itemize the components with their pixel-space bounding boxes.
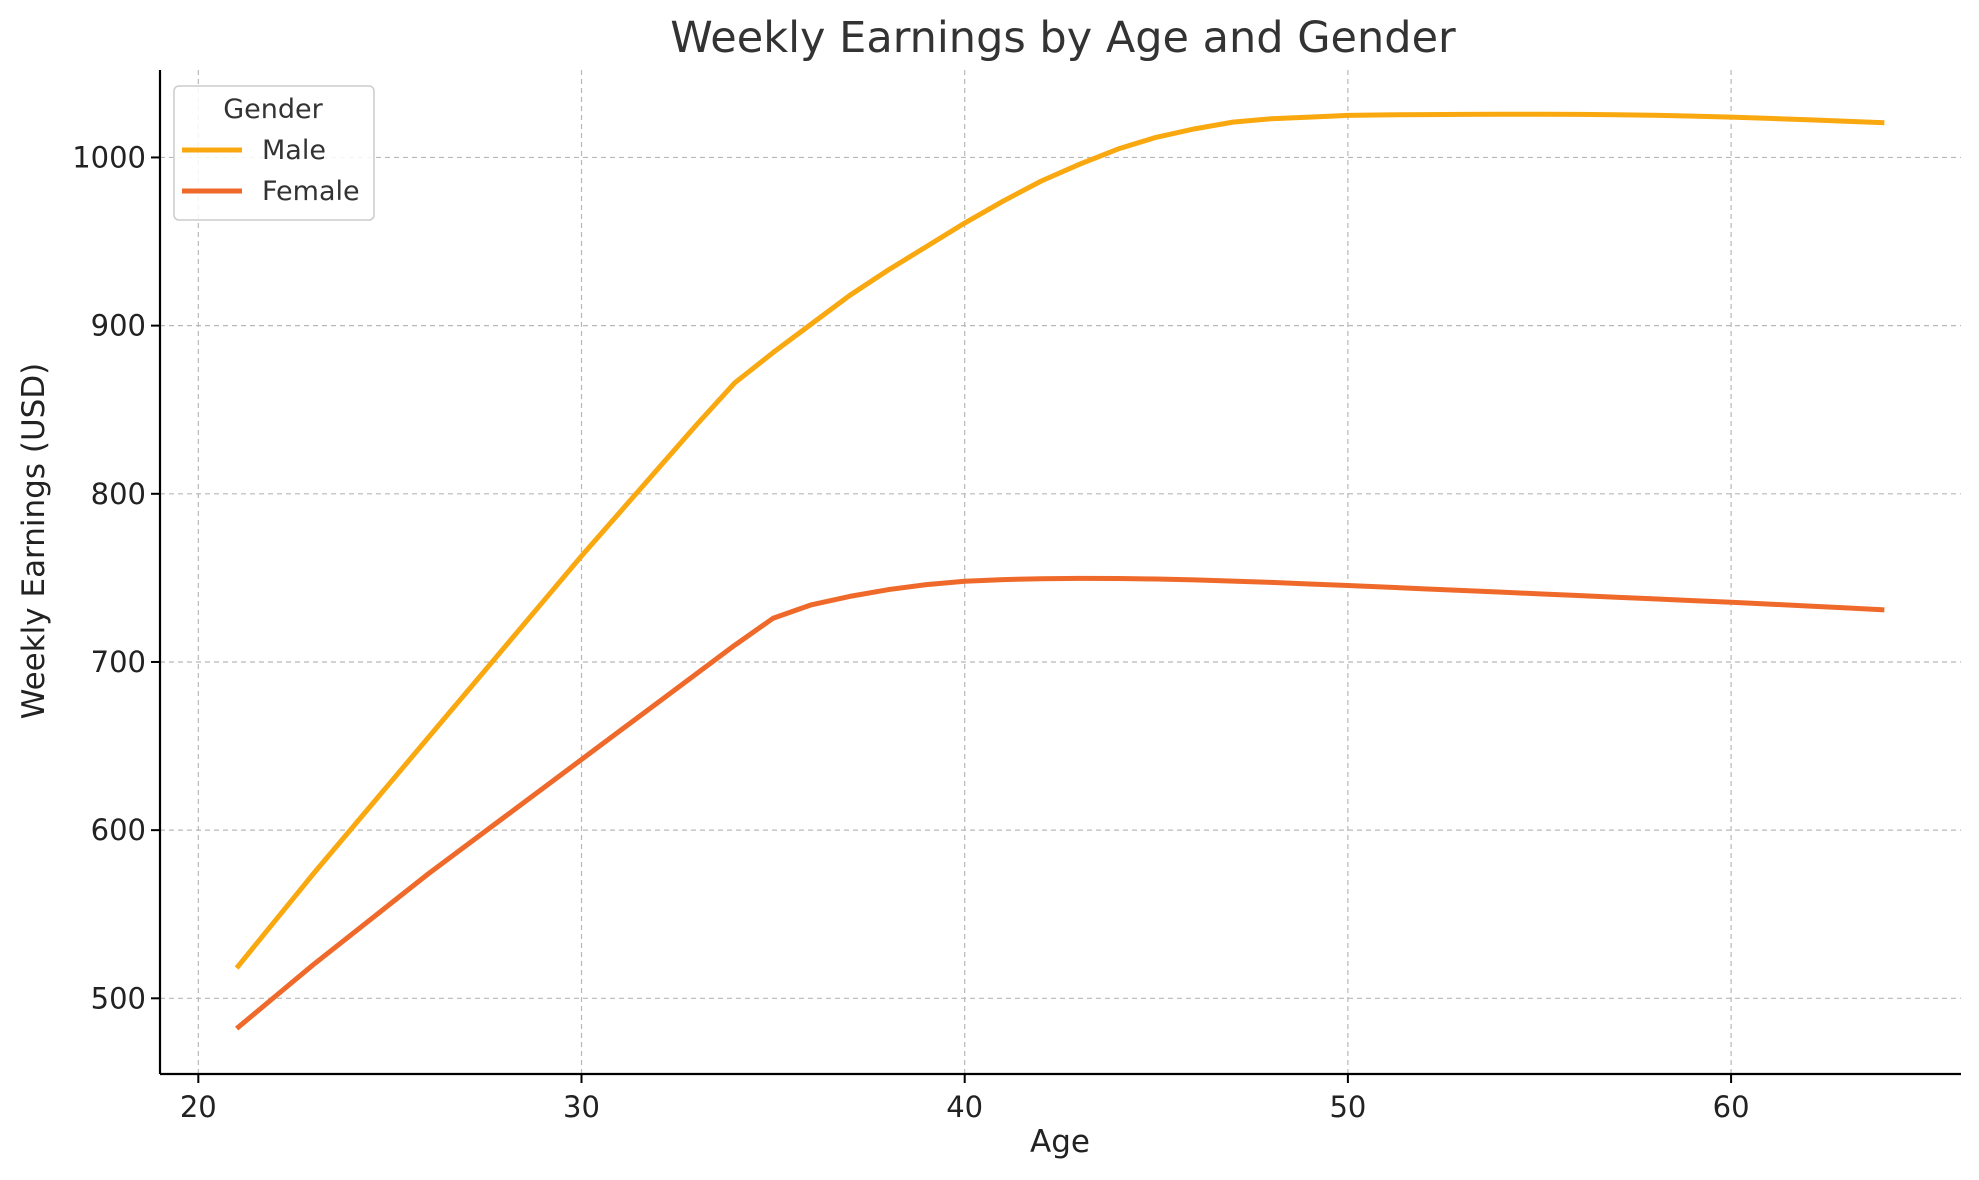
legend-box [173,85,375,221]
legend: Gender Male Female [173,85,375,221]
y-tick-label: 1000 [72,140,146,174]
legend-label-male: Male [262,135,326,166]
y-tick-label: 800 [91,477,146,511]
chart-title: Weekly Earnings by Age and Gender [670,13,1456,63]
grid [160,70,1961,1074]
series-lines [234,111,1885,1031]
x-tick-label: 60 [1713,1090,1750,1124]
ticks: 20 30 40 50 60 500 600 700 800 900 1000 [72,140,1749,1124]
series-line-male [234,111,1885,970]
y-tick-label: 600 [91,813,146,847]
x-tick-label: 40 [946,1090,983,1124]
x-axis-label: Age [1030,1124,1090,1160]
y-tick-label: 700 [91,645,146,679]
y-axis-label: Weekly Earnings (USD) [16,363,52,720]
axes [158,70,1961,1076]
legend-label-female: Female [262,176,360,207]
x-tick-label: 20 [180,1090,217,1124]
x-tick-label: 30 [563,1090,600,1124]
series-line-female [235,575,1885,1031]
legend-title: Gender [223,94,323,125]
x-tick-label: 50 [1329,1090,1366,1124]
y-tick-label: 900 [91,309,146,343]
y-tick-label: 500 [91,981,146,1015]
